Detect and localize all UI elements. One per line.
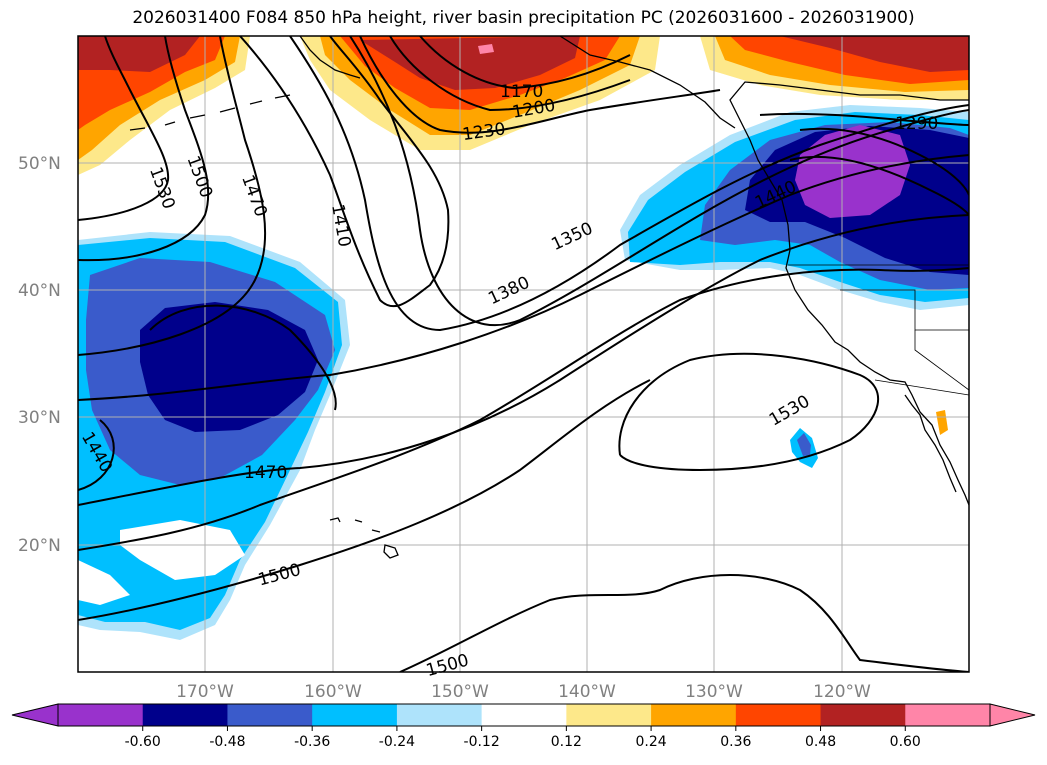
colorbar-segment (227, 704, 313, 726)
lon-label: 170°W (176, 682, 234, 702)
colorbar-segment (651, 704, 737, 726)
contour-1470-e (78, 214, 969, 506)
contour-label: 1290 (895, 114, 938, 134)
colorbar-tick-label: 0.48 (805, 734, 836, 750)
lat-label: 20°N (18, 536, 61, 556)
pos-anomaly-goa-brick (360, 36, 580, 90)
political-borders (788, 264, 969, 396)
contour-1290 (759, 112, 969, 126)
lon-label: 140°W (558, 682, 616, 702)
colorbar-tick-label: -0.60 (125, 734, 161, 750)
contour-label: 1500 (256, 560, 303, 591)
colorbar-segment (481, 704, 567, 726)
border-state-ca-or (840, 289, 969, 331)
contour-label: 1530 (145, 164, 179, 211)
colorbar-segment (312, 704, 398, 726)
contour-1500-e (78, 267, 969, 551)
colorbar-tick-label: 0.36 (720, 734, 751, 750)
lat-labels: 50°N 40°N 30°N 20°N (18, 154, 61, 556)
contour-1230 (359, 36, 721, 134)
colorbar-tick-label: -0.36 (294, 734, 330, 750)
coastline-baja (904, 394, 957, 493)
lon-labels: 170°W 160°W 150°W 140°W 130°W 120°W (176, 682, 871, 702)
contour-label: 1470 (244, 463, 287, 483)
contour-1530-e (78, 352, 879, 621)
contour-1500-w (78, 36, 210, 262)
contour-label: 1470 (237, 172, 271, 219)
neg-anomaly-ne-purple (795, 125, 910, 218)
contour-label: 1530 (766, 392, 813, 431)
colorbar-tick-label: 0.60 (890, 734, 921, 750)
neutral-patch-sw2 (78, 560, 130, 605)
colorbar-segment (58, 704, 144, 726)
pos-anomaly-ne-brick (780, 36, 969, 72)
height-contours (78, 36, 969, 672)
contour-1440-e (78, 154, 969, 401)
colorbar-extend-min (11, 703, 59, 727)
coastline-north-america (729, 81, 969, 506)
contour-1440-w (78, 304, 337, 491)
colorbar-segment (905, 704, 991, 726)
graticule (78, 36, 969, 672)
contour-1470-w (78, 36, 267, 356)
coastlines (129, 36, 969, 559)
border-us-mexico (874, 379, 969, 396)
colorbar-outline (57, 703, 991, 727)
contour-label: 1500 (424, 651, 471, 682)
border-state-nv (914, 330, 969, 391)
coastline-aleutians (129, 94, 291, 131)
neg-anomaly-baja-blue (797, 433, 811, 456)
lon-label: 160°W (304, 682, 362, 702)
lat-label: 40°N (18, 281, 61, 301)
colorbar-tick-label: -0.48 (209, 734, 245, 750)
lat-label: 30°N (18, 408, 61, 428)
map-frame (77, 35, 970, 673)
contour-1380 (289, 36, 969, 332)
colorbar-segment (735, 704, 822, 726)
colorbar-segment (566, 704, 652, 726)
pos-anomaly-baja (936, 410, 948, 435)
colorbar-tick-label: -0.12 (464, 734, 500, 750)
map-title: 2026031400 F084 850 hPa height, river ba… (132, 8, 915, 28)
lon-label: 150°W (431, 682, 489, 702)
contour-label: 1350 (548, 219, 596, 255)
contour-label: 1410 (327, 203, 354, 249)
lon-label: 120°W (813, 682, 871, 702)
contour-label: 1170 (500, 82, 543, 102)
colorbar-segment (396, 704, 483, 726)
contour-1170 (419, 36, 631, 90)
precip-shading (78, 36, 969, 640)
neg-anomaly-wc-navy (140, 302, 318, 432)
colorbar-tick-label: 0.24 (636, 734, 667, 750)
contour-1530-w (78, 36, 170, 221)
neutral-patch-sw (120, 520, 245, 580)
contour-1500-s (399, 574, 969, 672)
contour-1200 (389, 36, 631, 112)
colorbar-segment (142, 704, 228, 726)
colorbar-extend-max (989, 703, 1036, 727)
colorbar: -0.60 -0.48 -0.36 -0.24 -0.12 0.12 0.24 0.36 0.4… (11, 703, 1036, 750)
coastline-hawaii (329, 517, 399, 559)
coastline-alaska (299, 36, 736, 129)
contour-label: 1500 (183, 153, 217, 200)
pos-anomaly-goa-pink (478, 44, 494, 54)
contour-1410 (239, 36, 450, 308)
contour-ne-low (789, 127, 969, 216)
contour-1350 (349, 36, 969, 326)
lon-label: 130°W (685, 682, 743, 702)
lat-label: 50°N (18, 154, 61, 174)
colorbar-segment (820, 704, 906, 726)
colorbar-tick-label: -0.24 (379, 734, 415, 750)
colorbar-tick-label: 0.12 (551, 734, 582, 750)
